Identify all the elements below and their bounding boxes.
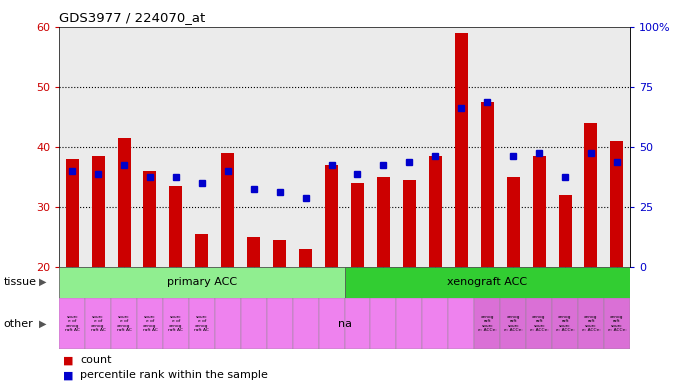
Text: sourc
e of
xenog
raft AC: sourc e of xenog raft AC [116, 315, 132, 332]
Bar [610, 141, 624, 267]
Bar [578, 27, 604, 267]
Bar [422, 27, 448, 267]
Bar [319, 27, 345, 267]
Text: GDS3977 / 224070_at: GDS3977 / 224070_at [59, 12, 205, 25]
Bar [111, 27, 137, 267]
Bar [585, 123, 597, 267]
Bar [273, 240, 286, 267]
Text: sourc
e of
xenog
raft AC: sourc e of xenog raft AC [168, 315, 183, 332]
Bar [65, 159, 79, 267]
Bar [319, 298, 345, 349]
Text: sourc
e of
xenog
raft AC: sourc e of xenog raft AC [65, 315, 79, 332]
Bar [481, 102, 493, 267]
Text: xenograft ACC: xenograft ACC [447, 277, 528, 287]
Bar [578, 298, 604, 349]
Bar [299, 249, 312, 267]
Bar [422, 298, 448, 349]
Text: xenog
raft
sourc
e: ACCe:: xenog raft sourc e: ACCe: [504, 315, 523, 332]
Bar [59, 298, 85, 349]
Text: ▶: ▶ [39, 318, 47, 329]
Text: xenog
raft
sourc
e: ACCe:: xenog raft sourc e: ACCe: [608, 315, 626, 332]
Bar [552, 27, 578, 267]
Bar [267, 27, 292, 267]
Bar [189, 298, 215, 349]
Bar [474, 298, 500, 349]
Bar [118, 138, 131, 267]
Bar [351, 183, 364, 267]
Bar [92, 156, 104, 267]
Bar [532, 156, 546, 267]
Text: ■: ■ [63, 370, 73, 381]
Bar [215, 27, 241, 267]
Bar [500, 27, 526, 267]
Bar [448, 27, 474, 267]
Bar [169, 186, 182, 267]
Bar [526, 298, 552, 349]
Bar [292, 298, 319, 349]
Bar [397, 27, 422, 267]
Text: count: count [80, 356, 111, 366]
Text: xenog
raft
sourc
e: ACCe:: xenog raft sourc e: ACCe: [555, 315, 574, 332]
Bar [59, 267, 345, 298]
Bar [85, 298, 111, 349]
Bar [137, 27, 163, 267]
Bar [403, 180, 416, 267]
Bar [241, 298, 267, 349]
Bar [241, 27, 267, 267]
Bar [163, 298, 189, 349]
Bar [604, 298, 630, 349]
Bar [325, 165, 338, 267]
Bar [370, 298, 397, 349]
Text: tissue: tissue [3, 277, 36, 287]
Bar [163, 27, 189, 267]
Text: other: other [3, 318, 33, 329]
Text: xenog
raft
sourc
e: ACCe:: xenog raft sourc e: ACCe: [478, 315, 496, 332]
Bar [448, 298, 474, 349]
Bar [59, 27, 85, 267]
Bar [111, 298, 137, 349]
Bar [267, 298, 292, 349]
Bar [196, 234, 208, 267]
Text: sourc
e of
xenog
raft AC: sourc e of xenog raft AC [90, 315, 106, 332]
Bar [429, 156, 442, 267]
Bar [143, 171, 157, 267]
Bar [215, 298, 241, 349]
Bar [397, 298, 422, 349]
Bar [370, 27, 397, 267]
Bar [604, 27, 630, 267]
Text: xenog
raft
sourc
e: ACCe:: xenog raft sourc e: ACCe: [530, 315, 548, 332]
Bar [247, 237, 260, 267]
Bar [377, 177, 390, 267]
Bar [189, 27, 215, 267]
Text: xenog
raft
sourc
e: ACCe:: xenog raft sourc e: ACCe: [582, 315, 601, 332]
Text: percentile rank within the sample: percentile rank within the sample [80, 370, 268, 381]
Bar [474, 27, 500, 267]
Bar [454, 33, 468, 267]
Text: sourc
e of
xenog
raft AC: sourc e of xenog raft AC [143, 315, 157, 332]
Bar [507, 177, 520, 267]
Text: primary ACC: primary ACC [167, 277, 237, 287]
Bar [85, 27, 111, 267]
Bar [500, 298, 526, 349]
Text: ▶: ▶ [39, 277, 47, 287]
Bar [221, 153, 235, 267]
Bar [526, 27, 552, 267]
Bar [345, 298, 370, 349]
Bar [137, 298, 163, 349]
Bar [559, 195, 571, 267]
Bar [345, 27, 370, 267]
Text: sourc
e of
xenog
raft AC: sourc e of xenog raft AC [194, 315, 209, 332]
Text: ■: ■ [63, 356, 73, 366]
Text: na: na [338, 318, 351, 329]
Bar [292, 27, 319, 267]
Bar [552, 298, 578, 349]
Bar [345, 267, 630, 298]
